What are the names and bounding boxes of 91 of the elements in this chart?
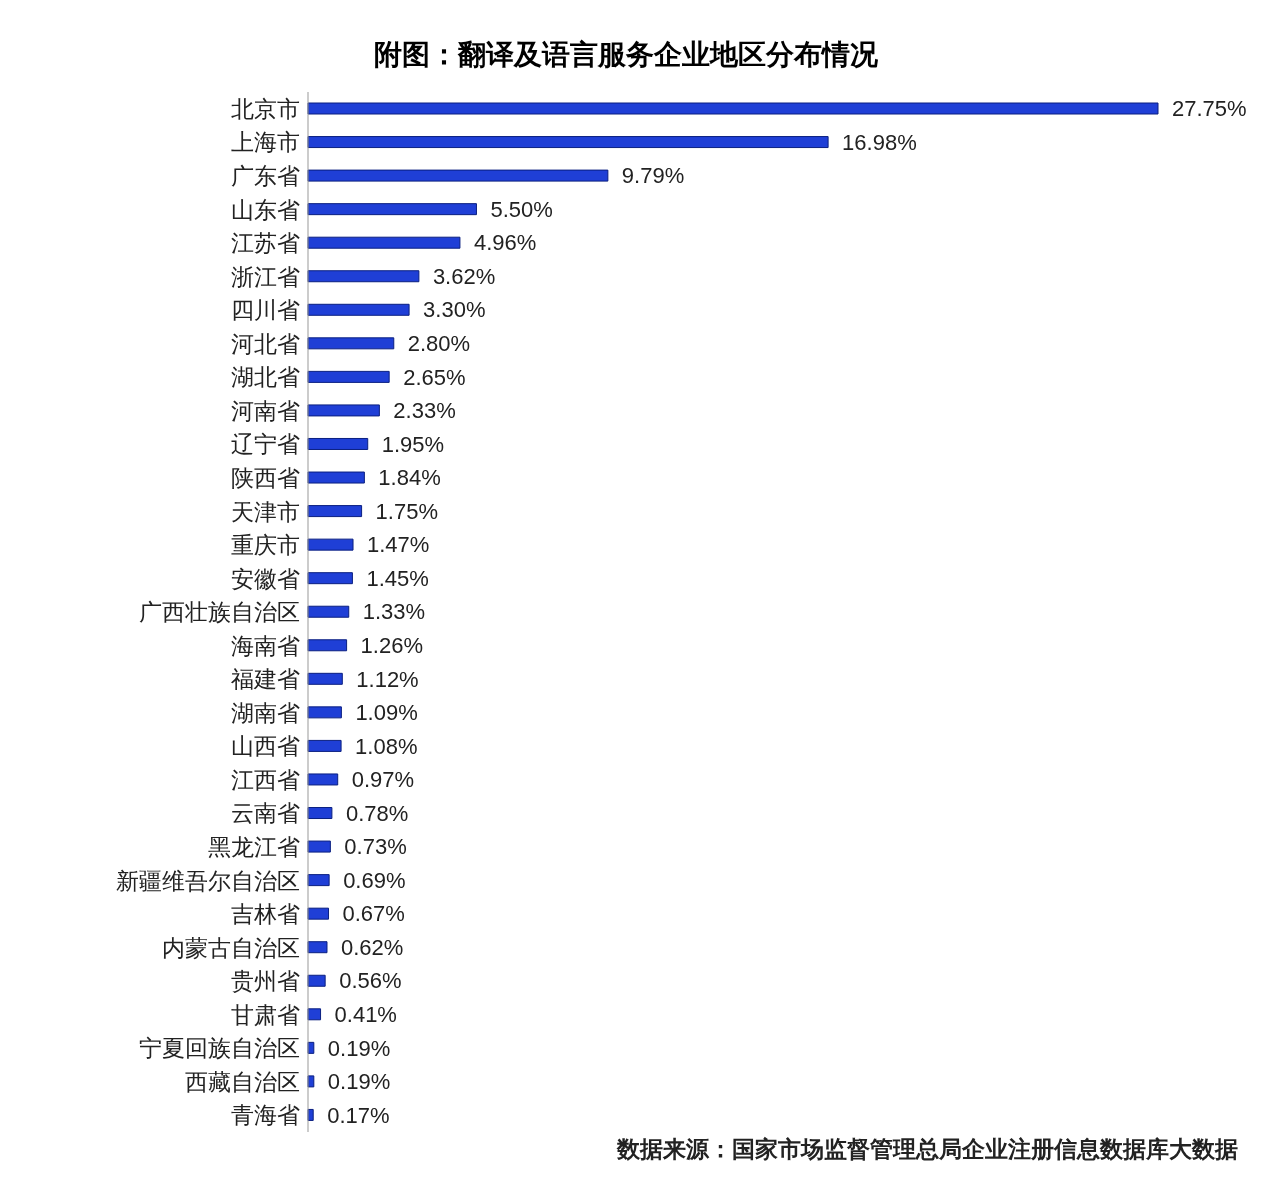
bar [307, 941, 328, 954]
y-tick-label: 新疆维吾尔自治区 [116, 867, 300, 894]
bar [307, 471, 365, 484]
y-tick-label: 贵州省 [231, 968, 300, 995]
data-label: 0.19% [327, 1035, 391, 1061]
bar [307, 102, 1159, 115]
data-label: 0.56% [339, 968, 402, 994]
y-tick-label: 北京市 [231, 95, 300, 122]
y-tick-label: 江西省 [231, 766, 300, 793]
bar [307, 706, 342, 719]
data-label: 0.73% [344, 834, 407, 860]
bar [307, 840, 331, 853]
data-label: 2.33% [393, 398, 456, 424]
y-tick-label: 天津市 [231, 498, 300, 525]
data-label: 9.79% [621, 163, 685, 189]
bar [307, 773, 339, 786]
y-tick-label: 黑龙江省 [208, 834, 300, 860]
data-label: 1.95% [381, 431, 445, 457]
bar [307, 572, 353, 585]
data-label: 27.75% [1172, 96, 1247, 122]
bar [307, 437, 369, 450]
data-label: 3.62% [432, 263, 496, 289]
bar [307, 907, 330, 920]
chart-title: 附图：翻译及语言服务企业地区分布情况 [372, 38, 879, 72]
bar [307, 270, 420, 283]
y-tick-label: 河北省 [231, 330, 300, 357]
bar [307, 672, 343, 685]
y-tick-label: 山西省 [231, 733, 300, 760]
y-tick-label: 山东省 [231, 196, 300, 223]
data-label: 1.09% [355, 700, 418, 726]
data-label: 0.78% [345, 800, 409, 826]
data-label: 2.65% [403, 364, 466, 390]
data-label: 1.47% [367, 532, 430, 558]
data-label: 5.50% [490, 196, 553, 222]
bar [307, 874, 330, 887]
data-label: 1.45% [366, 565, 429, 591]
y-tick-label: 广西壮族自治区 [139, 599, 300, 626]
bar [307, 505, 363, 518]
y-tick-label: 陕西省 [231, 464, 300, 491]
y-tick-label: 江苏省 [231, 230, 300, 257]
data-label: 3.30% [423, 297, 486, 323]
y-tick-label: 吉林省 [231, 901, 300, 928]
data-label: 1.33% [362, 599, 426, 625]
y-tick-label: 湖南省 [231, 699, 300, 726]
bar [307, 169, 609, 182]
data-label: 1.08% [355, 733, 418, 759]
y-tick-label: 浙江省 [231, 263, 300, 290]
data-label: 0.67% [342, 901, 405, 927]
source-note: 数据来源：国家市场监督管理总局企业注册信息数据库大数据 [615, 1135, 1239, 1164]
y-tick-label: 辽宁省 [231, 431, 300, 458]
y-tick-label: 云南省 [231, 800, 300, 827]
bar [307, 639, 348, 652]
bar [307, 605, 350, 618]
data-label: 0.17% [327, 1102, 390, 1128]
data-label: 0.69% [343, 867, 406, 893]
y-tick-label: 内蒙古自治区 [162, 934, 300, 961]
data-label: 2.80% [407, 331, 471, 357]
y-tick-label: 西藏自治区 [185, 1068, 300, 1095]
y-tick-label: 青海省 [231, 1102, 300, 1129]
bar [307, 538, 354, 551]
y-tick-label: 甘肃省 [231, 1001, 300, 1028]
bar [307, 404, 380, 417]
bar [307, 303, 410, 316]
data-label: 1.26% [360, 632, 423, 658]
y-tick-label: 安徽省 [231, 565, 300, 592]
data-label: 16.98% [842, 129, 917, 155]
bar [307, 203, 477, 216]
data-label: 0.97% [351, 767, 415, 793]
data-label: 1.12% [356, 666, 419, 692]
y-tick-label: 海南省 [231, 632, 300, 659]
y-tick-label: 福建省 [231, 666, 300, 693]
data-label: 1.75% [375, 498, 438, 524]
data-label: 1.84% [378, 465, 441, 491]
bar [307, 236, 461, 249]
y-tick-label: 四川省 [231, 297, 300, 324]
y-tick-label: 重庆市 [231, 532, 300, 559]
bar [307, 136, 829, 149]
bar [307, 807, 333, 820]
data-label: 4.96% [473, 230, 537, 256]
y-tick-label: 上海市 [231, 129, 300, 156]
y-tick-label: 宁夏回族自治区 [139, 1035, 300, 1062]
data-label: 0.41% [334, 1002, 397, 1028]
y-tick-label: 湖北省 [231, 364, 300, 391]
y-tick-label: 河南省 [231, 397, 300, 424]
bar [307, 337, 395, 350]
data-label: 0.62% [340, 934, 404, 960]
data-label: 0.19% [327, 1069, 391, 1095]
y-tick-label: 广东省 [231, 163, 300, 190]
bar [307, 370, 390, 383]
bar [307, 739, 342, 752]
bar [307, 974, 326, 987]
